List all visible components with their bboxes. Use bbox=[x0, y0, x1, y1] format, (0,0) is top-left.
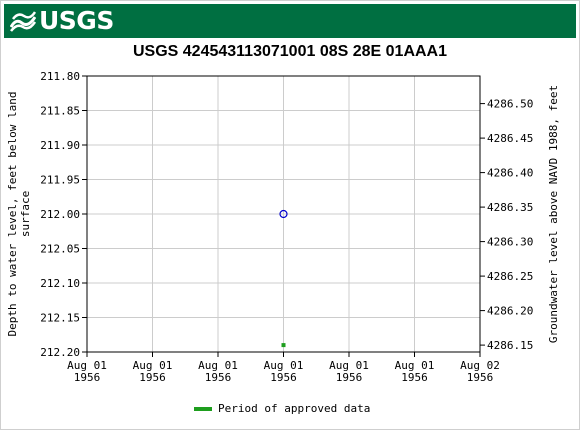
right-tick-label: 4286.15 bbox=[487, 339, 533, 352]
legend-label: Period of approved data bbox=[218, 402, 371, 415]
right-tick-label: 4286.30 bbox=[487, 236, 533, 249]
x-tick-label-year: 1956 bbox=[336, 371, 363, 384]
left-tick-label: 211.80 bbox=[40, 70, 80, 83]
grid-lines bbox=[87, 76, 480, 352]
y-axis-label-left: Depth to water level, feet below landsur… bbox=[6, 91, 32, 336]
right-tick-label: 4286.50 bbox=[487, 98, 533, 111]
usgs-wave-icon bbox=[10, 10, 36, 32]
data-point bbox=[279, 209, 288, 219]
x-tick-label-date: Aug 01 bbox=[198, 359, 238, 372]
right-tick-label: 4286.20 bbox=[487, 305, 533, 318]
x-tick-label-date: Aug 01 bbox=[329, 359, 369, 372]
left-tick-label: 212.15 bbox=[40, 312, 80, 325]
data-marks bbox=[279, 209, 288, 348]
approved-data-mark bbox=[281, 343, 286, 348]
x-tick-label-year: 1956 bbox=[401, 371, 428, 384]
x-tick-label-year: 1956 bbox=[467, 371, 494, 384]
x-tick-label-date: Aug 01 bbox=[395, 359, 435, 372]
left-tick-label: 212.00 bbox=[40, 208, 80, 221]
legend-swatch bbox=[194, 406, 212, 411]
chart-title: USGS 424543113071001 08S 28E 01AAA1 bbox=[132, 43, 447, 60]
x-tick-label-year: 1956 bbox=[205, 371, 232, 384]
legend: Period of approved data bbox=[194, 402, 370, 415]
left-tick-label: 211.90 bbox=[40, 139, 80, 152]
right-tick-label: 4286.35 bbox=[487, 201, 533, 214]
x-tick-label-date: Aug 01 bbox=[67, 359, 107, 372]
right-tick-label: 4286.40 bbox=[487, 167, 533, 180]
y-axis-label-right: Groundwater level above NAVD 1988, feet bbox=[547, 85, 560, 343]
right-axis: 4286.50 4286.45 4286.40 4286.35 4286.30 4286.… bbox=[480, 98, 533, 352]
left-tick-label: 211.95 bbox=[40, 174, 80, 187]
x-tick-label-date: Aug 01 bbox=[264, 359, 304, 372]
left-tick-label: 211.85 bbox=[40, 105, 80, 118]
x-tick-label-year: 1956 bbox=[74, 371, 101, 384]
left-axis: 211.80 211.85 211.90 211.95 212.00 212.05 212.… bbox=[40, 70, 87, 359]
right-tick-label: 4286.45 bbox=[487, 132, 533, 145]
right-tick-label: 4286.25 bbox=[487, 270, 533, 283]
left-tick-label: 212.10 bbox=[40, 277, 80, 290]
x-tick-label-date: Aug 01 bbox=[133, 359, 173, 372]
usgs-banner: USGS bbox=[4, 4, 576, 38]
x-tick-label-year: 1956 bbox=[270, 371, 297, 384]
left-tick-label: 212.20 bbox=[40, 346, 80, 359]
usgs-logo-text: USGS bbox=[39, 6, 114, 35]
x-tick-label-date: Aug 02 bbox=[460, 359, 500, 372]
left-tick-label: 212.05 bbox=[40, 243, 80, 256]
x-tick-label-year: 1956 bbox=[139, 371, 166, 384]
usgs-logo[interactable]: USGS bbox=[10, 6, 114, 36]
